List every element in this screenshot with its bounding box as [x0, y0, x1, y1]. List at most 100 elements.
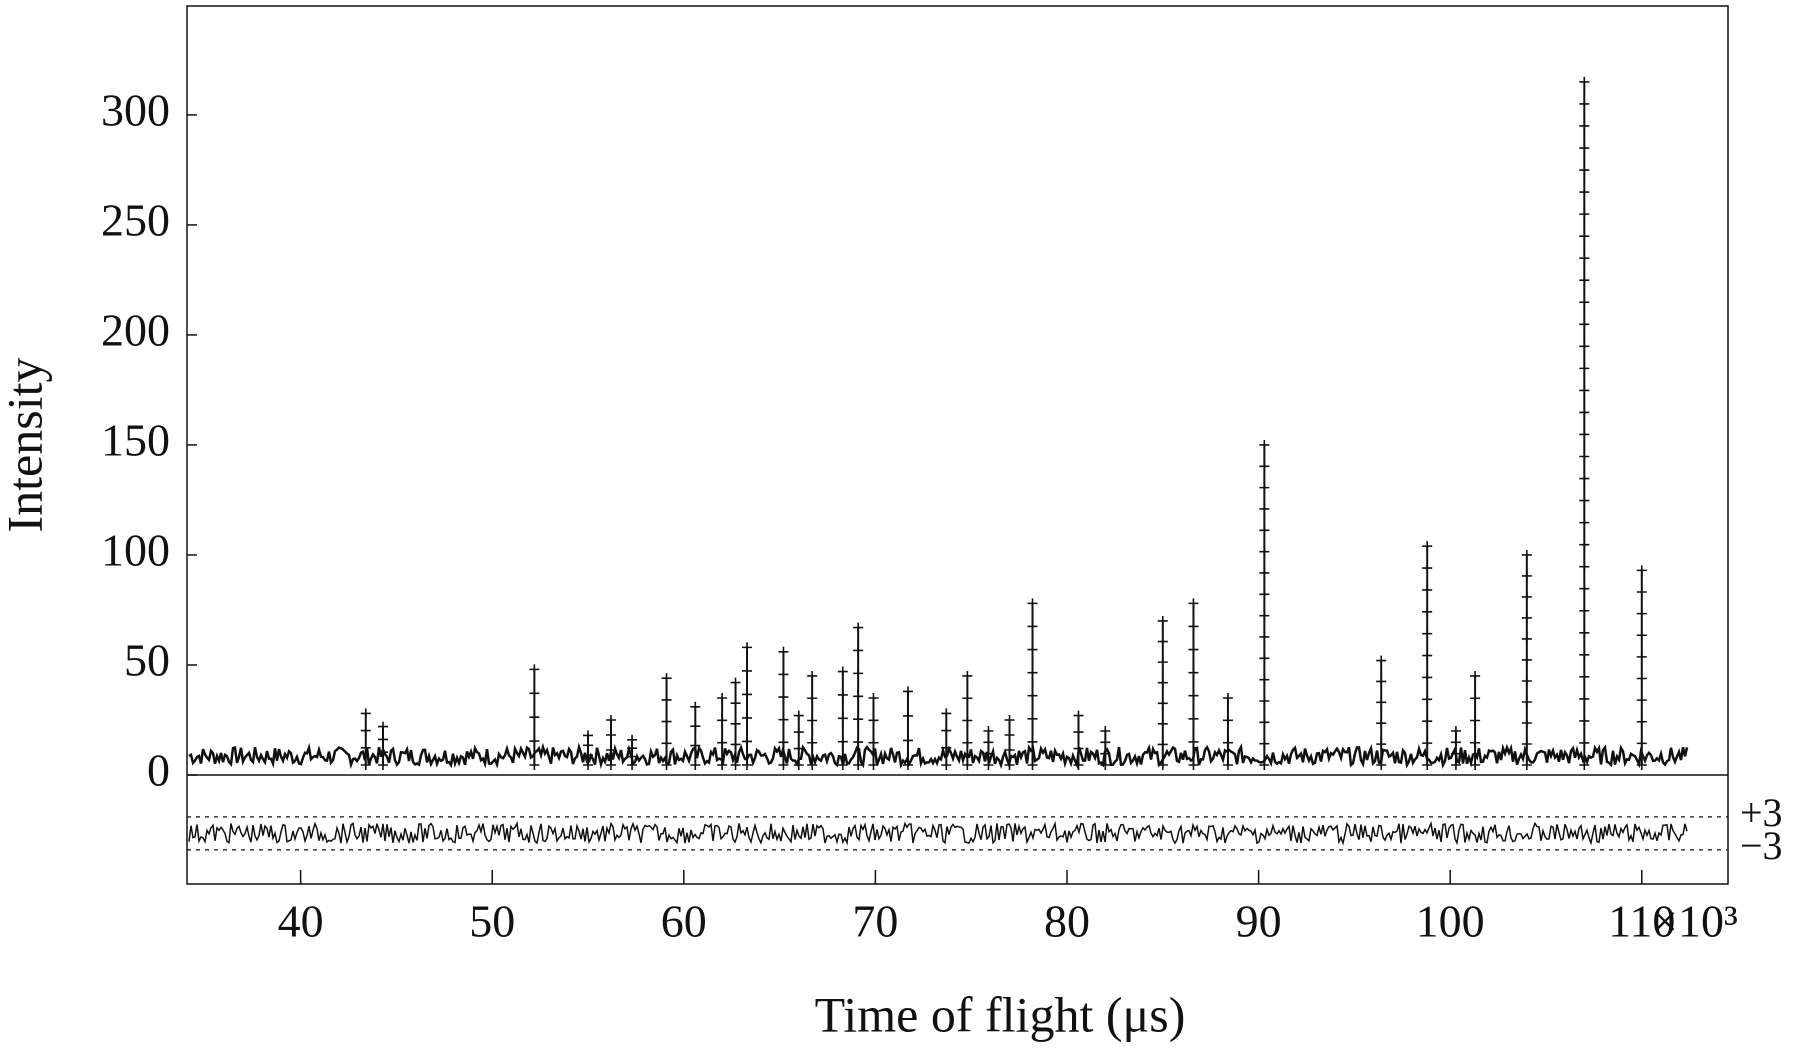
observed-point: [1222, 692, 1233, 703]
observed-point: [1521, 633, 1532, 644]
observed-point: [1259, 717, 1270, 728]
observed-point: [807, 693, 818, 704]
observed-point: [1579, 319, 1590, 330]
observed-point: [1579, 561, 1590, 572]
observed-point: [1073, 743, 1084, 754]
observed-point: [1636, 565, 1647, 576]
observed-point: [1422, 606, 1433, 617]
difference-noise: [188, 820, 1688, 846]
x-tick-label: 70: [852, 896, 898, 947]
observed-point: [1579, 231, 1590, 242]
observed-point: [1579, 517, 1590, 528]
observed-point: [868, 760, 879, 770]
observed-point: [529, 688, 540, 699]
observed-point: [529, 664, 540, 675]
observed-point: [1470, 715, 1481, 726]
observed-point: [1579, 143, 1590, 154]
observed-point: [1636, 586, 1647, 597]
observed-point: [627, 743, 638, 754]
observed-point: [778, 760, 789, 770]
observed-point: [1259, 610, 1270, 621]
observed-point: [1222, 737, 1233, 748]
observed-point: [1100, 760, 1111, 770]
observed-point: [1422, 563, 1433, 574]
observed-point: [1521, 738, 1532, 749]
x-tick-label: 100: [1416, 896, 1485, 947]
observed-point: [1073, 710, 1084, 721]
observed-point: [1004, 760, 1015, 770]
observed-point: [661, 760, 672, 770]
observed-point: [941, 725, 952, 736]
observed-point: [1579, 583, 1590, 594]
observed-point: [1073, 760, 1084, 770]
observed-point: [1157, 677, 1168, 688]
observed-point: [1188, 690, 1199, 701]
observed-point: [360, 760, 371, 770]
observed-point: [837, 666, 848, 677]
observed-point: [730, 698, 741, 709]
observed-point: [1259, 589, 1270, 600]
observed-point: [1579, 737, 1590, 748]
observed-point: [1422, 650, 1433, 661]
observed-point: [742, 689, 753, 700]
observed-point: [962, 737, 973, 748]
observed-point: [1579, 473, 1590, 484]
y-tick-label: 200: [101, 305, 170, 356]
observed-point: [837, 689, 848, 700]
observed-point: [1376, 739, 1387, 750]
observed-point: [1579, 165, 1590, 176]
observed-point: [1259, 631, 1270, 642]
observed-point: [778, 646, 789, 657]
observed-point: [360, 725, 371, 736]
difference-tick-label: +3: [1740, 790, 1783, 835]
observed-point: [661, 673, 672, 684]
observed-point: [793, 710, 804, 721]
observed-point: [1157, 615, 1168, 626]
observed-point: [1259, 695, 1270, 706]
observed-point: [1259, 503, 1270, 514]
observed-point: [583, 760, 594, 770]
observed-point: [1579, 693, 1590, 704]
observed-point: [1422, 628, 1433, 639]
observed-point: [1579, 649, 1590, 660]
observed-point: [1157, 636, 1168, 647]
observed-point: [1470, 670, 1481, 681]
observed-point: [941, 760, 952, 770]
observed-point: [690, 740, 701, 751]
observed-point: [1259, 567, 1270, 578]
observed-point: [853, 737, 864, 748]
observed-point: [1579, 297, 1590, 308]
observed-point: [360, 708, 371, 719]
observed-point: [1636, 608, 1647, 619]
observed-point: [1259, 461, 1270, 472]
observed-point: [1027, 713, 1038, 724]
observed-point: [1100, 737, 1111, 748]
observed-point: [1222, 760, 1233, 770]
observed-point: [1579, 275, 1590, 286]
observed-point: [606, 714, 616, 725]
observed-point: [1579, 341, 1590, 352]
observed-point: [1004, 729, 1015, 740]
x-tick-label: 90: [1236, 896, 1282, 947]
y-axis-label: Intensity: [0, 358, 52, 533]
observed-point: [730, 760, 741, 770]
observed-point: [1157, 760, 1168, 770]
observed-point: [902, 710, 913, 721]
plot-frame: [186, 5, 1729, 885]
observed-point: [1579, 407, 1590, 418]
observed-point: [1450, 760, 1461, 770]
observed-point: [627, 734, 638, 745]
observed-point: [1636, 716, 1647, 727]
y-tick-label: 150: [101, 415, 170, 466]
observed-point: [742, 760, 753, 770]
observed-point: [1450, 748, 1461, 759]
observed-point: [1579, 120, 1590, 131]
observed-point: [360, 742, 371, 753]
y-tick-label: 0: [147, 745, 170, 796]
observed-point: [1579, 429, 1590, 440]
observed-point: [853, 622, 864, 633]
observed-point: [1004, 744, 1015, 755]
observed-point: [1259, 760, 1270, 770]
observed-point: [902, 686, 913, 697]
